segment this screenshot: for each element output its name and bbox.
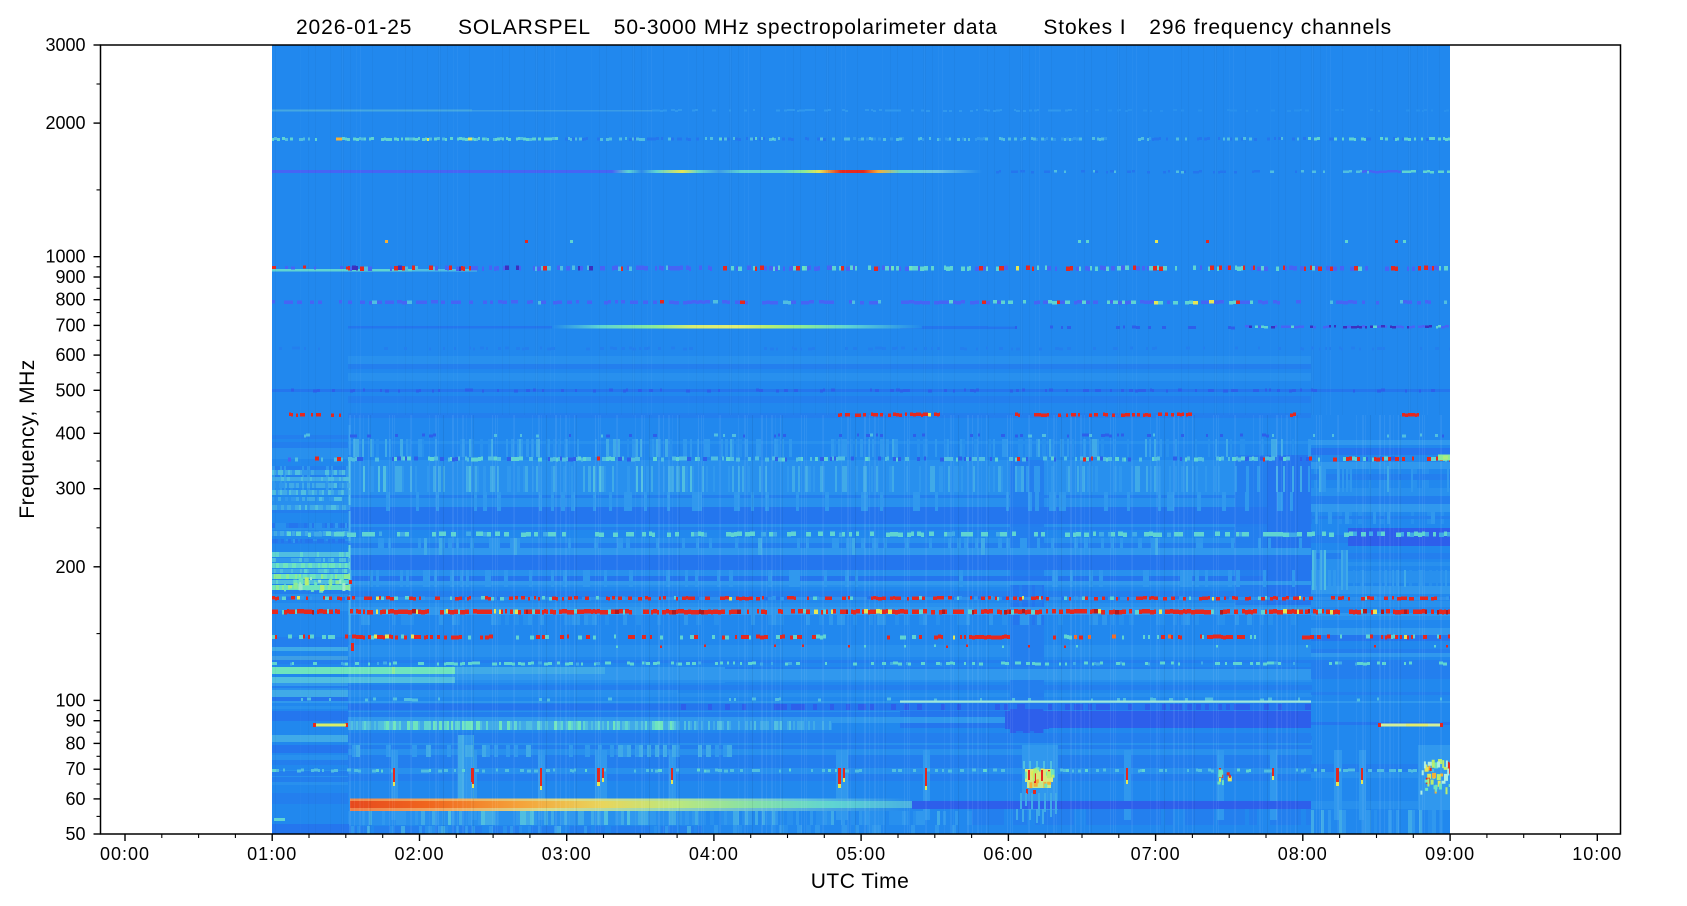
svg-text:01:00: 01:00 (247, 844, 297, 864)
svg-text:03:00: 03:00 (542, 844, 592, 864)
svg-text:04:00: 04:00 (689, 844, 739, 864)
svg-text:500: 500 (55, 380, 85, 400)
svg-text:Frequency, MHz: Frequency, MHz (16, 359, 39, 519)
svg-text:800: 800 (55, 290, 85, 310)
svg-text:700: 700 (55, 315, 85, 335)
svg-text:05:00: 05:00 (836, 844, 886, 864)
svg-text:60: 60 (65, 789, 85, 809)
svg-text:2000: 2000 (45, 113, 85, 133)
svg-text:900: 900 (55, 267, 85, 287)
svg-text:3000: 3000 (45, 35, 85, 55)
svg-text:07:00: 07:00 (1131, 844, 1181, 864)
svg-text:00:00: 00:00 (100, 844, 150, 864)
svg-text:70: 70 (65, 759, 85, 779)
svg-text:2026-01-25 SOLARSPEL 50-30: 2026-01-25 SOLARSPEL 50-3000 MHz spectro… (296, 16, 1392, 39)
svg-text:100: 100 (55, 690, 85, 710)
svg-text:1000: 1000 (45, 247, 85, 267)
svg-text:90: 90 (65, 711, 85, 731)
svg-text:80: 80 (65, 733, 85, 753)
svg-text:50: 50 (65, 824, 85, 844)
svg-text:400: 400 (55, 423, 85, 443)
svg-text:06:00: 06:00 (983, 844, 1033, 864)
svg-text:300: 300 (55, 479, 85, 499)
svg-text:08:00: 08:00 (1278, 844, 1328, 864)
svg-text:600: 600 (55, 345, 85, 365)
svg-text:02:00: 02:00 (394, 844, 444, 864)
svg-text:200: 200 (55, 557, 85, 577)
svg-text:UTC Time: UTC Time (811, 870, 910, 893)
svg-text:10:00: 10:00 (1572, 844, 1622, 864)
svg-text:09:00: 09:00 (1425, 844, 1475, 864)
